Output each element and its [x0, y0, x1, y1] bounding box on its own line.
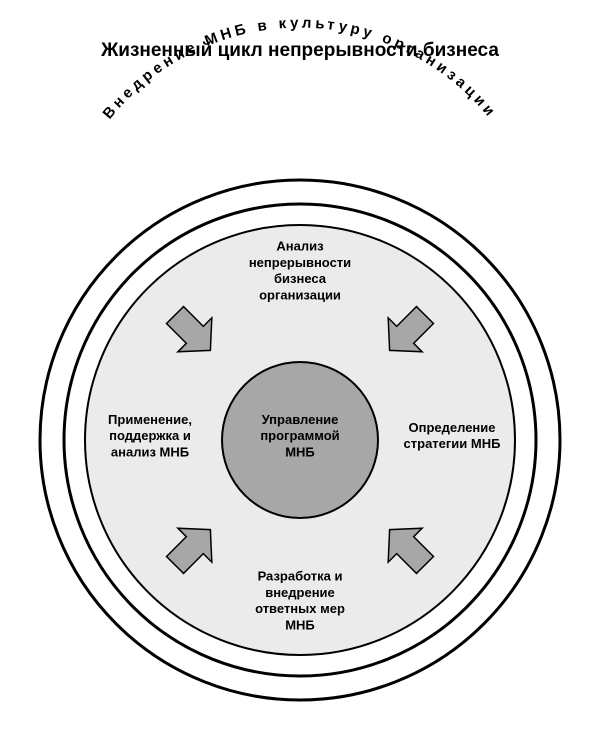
node-strategy: Определениестратегии МНБ: [404, 420, 501, 451]
lifecycle-diagram: Внедрение МНБ в культуру организации Упр…: [0, 0, 600, 743]
ring-label: Внедрение МНБ в культуру организации: [100, 15, 501, 123]
node-apply: Применение,поддержка ианализ МНБ: [108, 412, 192, 460]
